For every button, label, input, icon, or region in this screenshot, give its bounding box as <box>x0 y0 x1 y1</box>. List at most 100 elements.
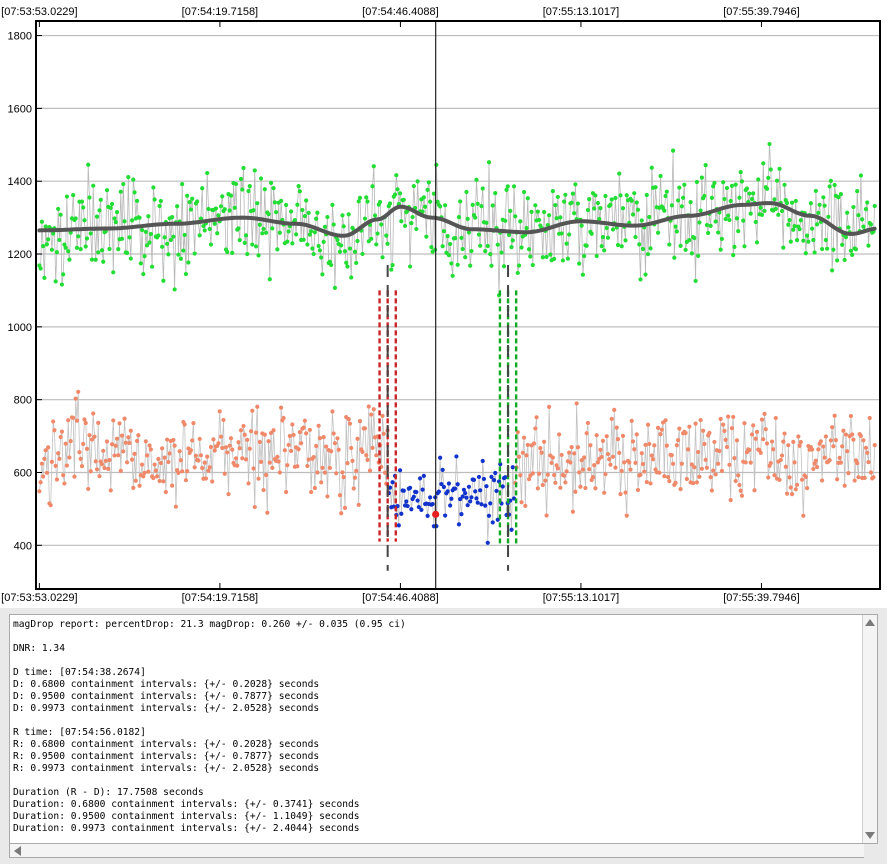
scroll-down-icon[interactable] <box>865 832 875 839</box>
target-baseline-point <box>210 479 215 484</box>
comparison-star-point <box>711 184 716 189</box>
target-event-point <box>463 491 468 496</box>
comparison-star-point <box>669 203 674 208</box>
comparison-star-point <box>317 248 323 253</box>
horizontal-scrollbar[interactable] <box>9 844 878 858</box>
target-baseline-point <box>362 426 368 431</box>
target-baseline-point <box>321 434 326 440</box>
y-tick-label: 1400 <box>8 176 32 188</box>
scroll-up-icon[interactable] <box>865 619 875 626</box>
y-tick-label: 600 <box>14 467 32 479</box>
comparison-star-point <box>178 256 183 261</box>
comparison-star-point <box>468 263 473 268</box>
target-baseline-point <box>253 430 259 435</box>
comparison-star-point <box>855 189 860 194</box>
comparison-star-point <box>360 251 365 257</box>
target-baseline-point <box>197 436 202 442</box>
comparison-star-point <box>134 198 140 203</box>
target-baseline-point <box>707 430 712 435</box>
scrollbar-corner <box>864 844 878 858</box>
target-baseline-point <box>835 477 840 482</box>
target-baseline-point <box>185 469 190 474</box>
report-panel[interactable]: magDrop report: percentDrop: 21.3 magDro… <box>9 614 878 844</box>
comparison-star-point <box>278 198 284 203</box>
target-baseline-point <box>600 438 606 443</box>
comparison-star-point <box>635 207 641 212</box>
comparison-star-point <box>504 187 509 192</box>
target-baseline-point <box>46 445 51 450</box>
target-baseline-point <box>851 437 856 442</box>
comparison-star-point <box>544 254 549 260</box>
target-baseline-point <box>791 439 796 444</box>
vertical-scrollbar[interactable] <box>862 615 877 843</box>
comparison-star-point <box>781 245 786 250</box>
target-baseline-point <box>570 509 575 514</box>
target-baseline-point <box>327 465 333 470</box>
x-tick-label-bottom: [07:54:46.4088] <box>362 592 438 604</box>
target-baseline-point <box>759 417 765 422</box>
comparison-star-point <box>138 261 143 266</box>
comparison-star-point <box>509 245 514 250</box>
target-baseline-point <box>667 479 672 484</box>
target-baseline-point <box>722 428 727 434</box>
report-line: Duration (R - D): 17.7508 seconds <box>13 787 204 798</box>
target-baseline-point <box>811 466 816 472</box>
target-baseline-point <box>768 460 773 466</box>
comparison-star-point <box>459 235 464 240</box>
comparison-star-point <box>220 194 225 199</box>
target-baseline-point <box>555 466 560 471</box>
comparison-star-point <box>726 213 731 218</box>
comparison-star-point <box>791 227 796 232</box>
comparison-star-point <box>200 186 205 191</box>
target-baseline-point <box>351 486 356 491</box>
target-baseline-point <box>678 487 683 492</box>
target-baseline-point <box>837 455 842 460</box>
target-event-point <box>430 501 435 507</box>
target-trace <box>39 391 876 543</box>
target-baseline-point <box>123 440 128 445</box>
comparison-star-point <box>524 226 529 231</box>
comparison-star-point <box>434 162 439 167</box>
comparison-star-point <box>455 262 460 267</box>
target-baseline-point <box>861 438 866 443</box>
target-baseline-point <box>122 416 127 421</box>
comparison-star-point <box>729 183 735 188</box>
target-baseline-point <box>747 447 752 453</box>
target-baseline-point <box>583 485 588 491</box>
comparison-star-point <box>371 164 376 169</box>
target-baseline-point <box>356 502 361 507</box>
light-curve-chart[interactable]: 400 600 800 1000 1200 1400 1600 1800 [07:53:53.0… <box>0 0 887 608</box>
comparison-star-point <box>687 238 692 243</box>
comparison-star-point <box>122 219 127 224</box>
comparison-star-point <box>773 206 778 211</box>
y-tick-label: 400 <box>14 540 32 552</box>
comparison-star-point <box>540 255 545 260</box>
comparison-star-point <box>157 203 162 209</box>
target-baseline-point <box>38 480 43 485</box>
comparison-star-point <box>756 177 761 182</box>
target-baseline-point <box>684 476 689 482</box>
comparison-star-point <box>741 218 746 223</box>
comparison-star-point <box>305 242 310 247</box>
target-baseline-point <box>674 443 679 448</box>
target-event-point <box>458 496 463 502</box>
target-baseline-point <box>83 420 88 426</box>
scroll-left-icon[interactable] <box>14 846 21 856</box>
target-baseline-point <box>549 460 554 466</box>
target-baseline-point <box>540 482 545 488</box>
target-baseline-point <box>691 480 696 486</box>
target-baseline-point <box>754 429 760 434</box>
target-event-point <box>421 473 426 478</box>
target-baseline-point <box>673 480 678 485</box>
target-baseline-point <box>218 434 224 439</box>
target-baseline-point <box>285 463 290 468</box>
target-baseline-point <box>200 465 205 471</box>
comparison-star-point <box>706 230 711 236</box>
comparison-star-point <box>151 185 156 190</box>
axis-labels: 400 600 800 1000 1200 1400 1600 1800 [07:53:53.0… <box>1 6 800 604</box>
light-curve-plot[interactable]: 400 600 800 1000 1200 1400 1600 1800 [07:53:53.0… <box>0 0 887 608</box>
comparison-star-point <box>808 201 813 206</box>
comparison-star-point <box>449 261 454 266</box>
comparison-star-point <box>580 272 586 277</box>
target-baseline-point <box>858 433 864 439</box>
